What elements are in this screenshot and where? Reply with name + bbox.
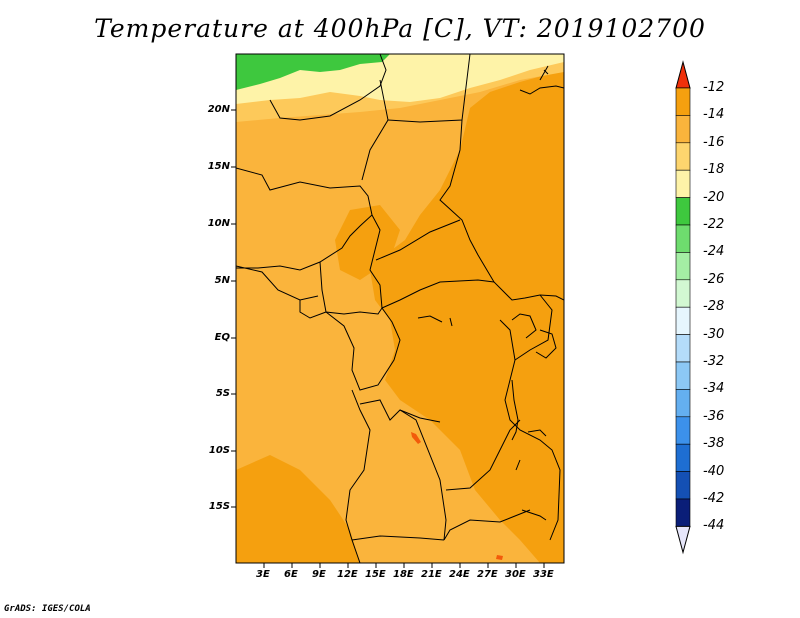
colorbar-bottom-arrow xyxy=(675,525,691,555)
colorbar-swatch xyxy=(675,389,691,418)
colorbar-label: -18 xyxy=(703,162,725,178)
lon-tick-label: 3E xyxy=(256,569,270,580)
colorbar-label: -20 xyxy=(703,189,725,205)
field-dark-orange-middle xyxy=(335,205,400,280)
colorbar-swatch xyxy=(675,471,691,500)
colorbar-label: -40 xyxy=(703,463,725,479)
grads-credit: GrADS: IGES/COLA xyxy=(4,604,91,614)
colorbar-swatch xyxy=(675,361,691,390)
lon-tick-label: 15E xyxy=(365,569,386,580)
lon-tick-label: 18E xyxy=(393,569,414,580)
country-borders xyxy=(236,54,564,563)
colorbar-swatch xyxy=(675,416,691,445)
colorbar xyxy=(675,60,691,555)
field-red-spot xyxy=(411,432,421,444)
lon-tick-label: 24E xyxy=(449,569,470,580)
lon-tick-label: 33E xyxy=(533,569,554,580)
lat-tick-label: EQ xyxy=(214,332,230,343)
colorbar-swatch xyxy=(675,443,691,472)
colorbar-swatch xyxy=(675,197,691,226)
colorbar-swatch xyxy=(675,224,691,253)
colorbar-label: -22 xyxy=(703,217,725,232)
colorbar-swatch xyxy=(675,279,691,308)
colorbar-swatch xyxy=(675,169,691,198)
colorbar-label: -28 xyxy=(703,299,725,315)
lat-tick-label: 5N xyxy=(214,275,230,286)
colorbar-label: -16 xyxy=(703,134,725,150)
colorbar-label: -32 xyxy=(703,354,725,369)
colorbar-swatch xyxy=(675,498,691,527)
lat-tick-label: 10N xyxy=(207,218,230,229)
lon-tick-label: 27E xyxy=(477,569,498,580)
colorbar-label: -36 xyxy=(703,408,725,424)
colorbar-label: -42 xyxy=(703,491,725,506)
colorbar-swatch xyxy=(675,142,691,171)
colorbar-top-arrow xyxy=(675,60,691,89)
chart-title: Temperature at 400hPa [C], VT: 201910270… xyxy=(94,14,706,43)
lon-tick-label: 12E xyxy=(337,569,358,580)
colorbar-label: -12 xyxy=(703,80,725,95)
lat-tick-label: 15S xyxy=(208,501,230,512)
field-dark-orange-west xyxy=(236,455,360,563)
colorbar-swatch xyxy=(675,306,691,335)
colorbar-swatch xyxy=(675,115,691,144)
colorbar-label: -30 xyxy=(703,326,725,342)
colorbar-label: -26 xyxy=(703,271,725,287)
colorbar-label: -14 xyxy=(703,107,725,123)
colorbar-swatch xyxy=(675,334,691,363)
colorbar-label: -38 xyxy=(703,436,725,452)
tick-marks xyxy=(231,109,545,568)
lon-tick-label: 30E xyxy=(505,569,526,580)
colorbar-label: -34 xyxy=(703,381,725,397)
field-dark-orange-east xyxy=(370,70,564,563)
lon-tick-label: 9E xyxy=(312,569,326,580)
colorbar-label: -24 xyxy=(703,244,725,260)
colorbar-label: -44 xyxy=(703,518,725,534)
lat-tick-label: 10S xyxy=(208,445,230,456)
lat-tick-label: 5S xyxy=(215,388,230,399)
field-green xyxy=(236,54,390,90)
colorbar-swatch xyxy=(675,252,691,281)
field-red-spot-2 xyxy=(496,555,503,560)
temperature-field xyxy=(236,54,564,563)
lat-tick-label: 20N xyxy=(207,104,230,115)
lon-tick-label: 6E xyxy=(284,569,298,580)
lon-tick-label: 21E xyxy=(421,569,442,580)
map-frame xyxy=(235,53,565,564)
lat-tick-label: 15N xyxy=(207,161,230,172)
colorbar-swatch xyxy=(675,87,691,116)
